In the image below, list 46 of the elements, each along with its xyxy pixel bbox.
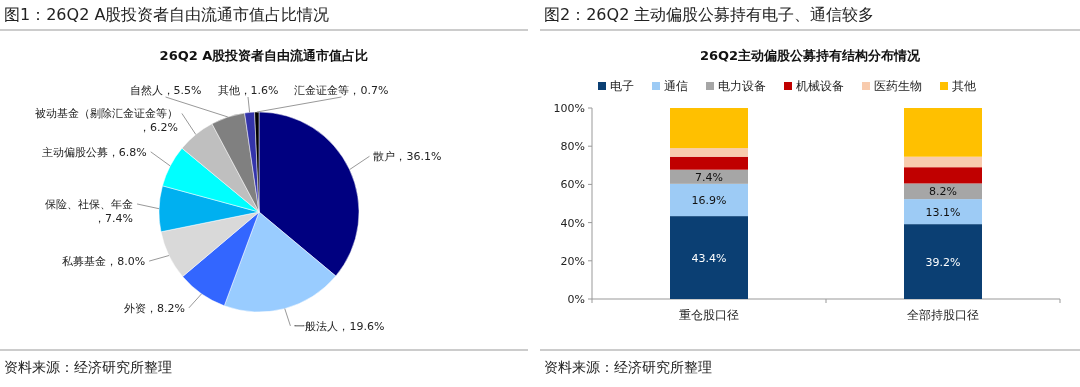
legend-label: 电力设备 — [718, 79, 766, 93]
data-label: 39.2% — [925, 255, 961, 269]
legend-label: 通信 — [664, 79, 688, 93]
chart-title: 图1：26Q2 A股投资者自由流通市值占比情况 — [4, 5, 330, 24]
slice-label: 私募基金 — [62, 255, 107, 269]
legend-label: 电子 — [610, 79, 634, 93]
data-label: ，8.2% — [145, 301, 185, 315]
slice-label: 其他 — [217, 84, 240, 97]
slice-label: 一般法人 — [294, 319, 339, 333]
text: 资料来源：经济研究所整理 — [4, 359, 172, 375]
slice-label: 保险、社保、年金 — [45, 197, 134, 211]
slice-label: 外资 — [123, 301, 146, 315]
data-label: ，6.8% — [107, 145, 147, 159]
data-label: ，5.5% — [162, 84, 202, 97]
x-tick-label: 全部持股口径 — [907, 308, 979, 322]
chart-title: 图2：26Q2 主动偏股公募持有电子、通信较多 — [544, 5, 875, 24]
y-tick-label: 40% — [560, 216, 585, 230]
chart-subtitle: 26Q2 A股投资者自由流通市值占比 — [159, 48, 369, 63]
data-label: ，36.1% — [395, 150, 442, 164]
chart-subtitle: 26Q2主动偏股公募持有结构分布情况 — [699, 48, 922, 63]
y-tick-label: 0% — [567, 293, 585, 306]
slice-label: 自然人 — [129, 84, 163, 97]
data-label: ，0.7% — [349, 84, 389, 97]
data-label: ，6.2% — [138, 121, 178, 135]
y-tick-label: 100% — [553, 102, 585, 115]
data-label: ，19.6% — [338, 319, 385, 333]
slice-label: 散户 — [373, 150, 396, 164]
legend-label: 其他 — [952, 79, 976, 93]
data-label: ，1.6% — [239, 84, 279, 97]
legend-label: 机械设备 — [796, 79, 844, 93]
text: 资料来源：经济研究所整理 — [544, 359, 712, 375]
slice-label: 被动基金（剔除汇金证金等） — [34, 107, 178, 121]
y-tick-label: 60% — [560, 178, 585, 192]
y-tick-label: 20% — [560, 254, 585, 268]
y-tick-label: 80% — [560, 140, 585, 154]
data-label: ，8.0% — [106, 255, 146, 269]
slice-label: 主动偏股公募 — [41, 145, 108, 159]
data-label: 7.4% — [695, 170, 723, 184]
data-label: 8.2% — [929, 185, 957, 199]
legend-label: 医药生物 — [874, 79, 922, 93]
data-label: 16.9% — [691, 193, 727, 207]
slice-label: 汇金证金等 — [294, 84, 350, 97]
data-label: 43.4% — [691, 251, 727, 265]
data-label: 13.1% — [925, 205, 961, 219]
x-tick-label: 重仓股口径 — [679, 308, 739, 322]
data-label: ，7.4% — [94, 211, 134, 225]
